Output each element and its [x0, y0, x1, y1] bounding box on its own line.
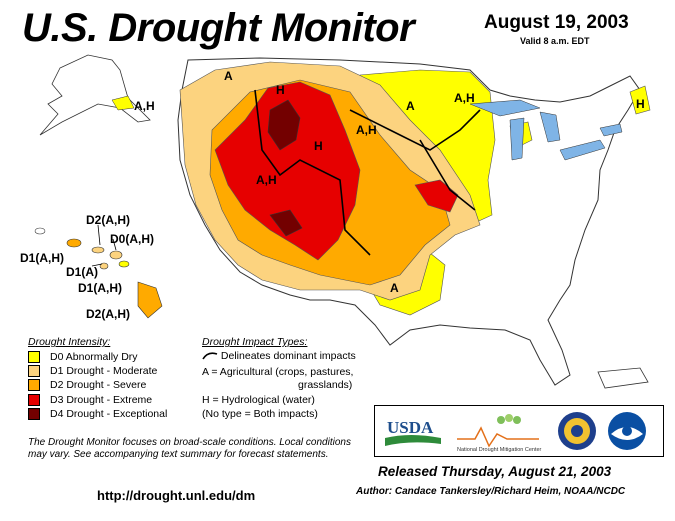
- label-conus-h-wyoming: H: [314, 139, 323, 153]
- label-conus-a-texas: A: [390, 281, 399, 295]
- legend-label: D4 Drought - Exceptional: [50, 407, 168, 420]
- sponsor-logos: USDA National Drought Mitigation Center: [374, 405, 664, 457]
- page-title: U.S. Drought Monitor: [22, 6, 415, 50]
- author-credit: Author: Candace Tankersley/Richard Heim,…: [356, 486, 626, 497]
- impact-lines: [254, 89, 481, 256]
- svg-text:National Drought Mitigation Ce: National Drought Mitigation Center: [457, 447, 542, 453]
- source-url[interactable]: http://drought.unl.edu/dm: [97, 488, 256, 503]
- impact-agricultural: A = Agricultural (crops, pastures,: [202, 366, 354, 378]
- label-hawaii-d2-top: D2(A,H): [86, 213, 130, 227]
- label-hawaii-d2-bottom: D2(A,H): [86, 307, 130, 321]
- impact-both: (No type = Both impacts): [202, 408, 318, 420]
- label-conus-ah-wisconsin: A,H: [454, 91, 475, 105]
- noaa-logo-icon: [608, 412, 646, 450]
- d4-area-south: [269, 209, 303, 237]
- legend-label: D2 Drought - Severe: [50, 378, 147, 391]
- legend-item: D0 Abnormally Dry: [28, 350, 138, 363]
- legend-item: D4 Drought - Exceptional: [28, 407, 167, 420]
- great-lakes: [469, 99, 623, 161]
- legend-swatch: [28, 378, 40, 391]
- impact-line-icon: [202, 352, 218, 360]
- puerto-rico: [597, 367, 649, 389]
- alaska-d0-area: [111, 95, 135, 111]
- d0-area-maine: [629, 85, 651, 115]
- legend-swatch: [28, 350, 40, 363]
- legend-label: D0 Abnormally Dry: [50, 350, 138, 363]
- commerce-seal-icon: [558, 412, 596, 450]
- d4-area-north: [267, 99, 301, 151]
- label-alaska: A,H: [134, 99, 155, 113]
- impact-line-label: Delineates dominant impacts: [220, 350, 356, 362]
- valid-time: Valid 8 a.m. EDT: [520, 36, 590, 46]
- label-conus-a-minnesota: A: [406, 99, 415, 113]
- legend-label: D3 Drought - Extreme: [50, 393, 153, 406]
- d3-area-west: [214, 81, 361, 261]
- label-hawaii-d1-a: D1(A): [66, 265, 98, 279]
- label-conus-ah-utah: A,H: [256, 173, 277, 187]
- legend-item: D3 Drought - Extreme: [28, 393, 152, 406]
- legend-label: D1 Drought - Moderate: [50, 364, 158, 377]
- label-hawaii-d1-left: D1(A,H): [20, 251, 64, 265]
- impact-line-item: Delineates dominant impacts: [202, 350, 356, 362]
- label-conus-ah-dakotas: A,H: [356, 123, 377, 137]
- hawaii-pointers: [91, 224, 117, 267]
- release-date: Released Thursday, August 21, 2003: [378, 464, 612, 479]
- impact-title: Drought Impact Types:: [202, 336, 308, 348]
- alaska-shape: [39, 54, 151, 136]
- legend-item: D2 Drought - Severe: [28, 378, 146, 391]
- map-date: August 19, 2003: [484, 12, 629, 33]
- legend-swatch: [28, 407, 40, 420]
- legend-swatch: [28, 393, 40, 406]
- impact-hydrological: H = Hydrological (water): [202, 394, 315, 406]
- label-conus-a-northwest: A: [224, 69, 233, 83]
- label-conus-h-montana: H: [276, 83, 285, 97]
- hawaii-islands: [34, 227, 163, 319]
- label-hawaii-d0: D0(A,H): [110, 232, 154, 246]
- ndmc-logo: National Drought Mitigation Center: [457, 414, 542, 453]
- logo-strip: USDA National Drought Mitigation Center: [385, 412, 646, 453]
- impact-agricultural-cont: grasslands): [298, 379, 353, 391]
- label-conus-h-maine: H: [636, 97, 645, 111]
- usda-logo: USDA: [385, 418, 441, 446]
- svg-text:USDA: USDA: [387, 418, 434, 437]
- footnote: The Drought Monitor focuses on broad-sca…: [28, 437, 351, 460]
- legend-swatch: [28, 364, 40, 377]
- d3-area-kansas: [414, 179, 459, 213]
- legend-item: D1 Drought - Moderate: [28, 364, 157, 377]
- legend-title: Drought Intensity:: [28, 336, 111, 348]
- label-hawaii-d1-mid: D1(A,H): [78, 281, 122, 295]
